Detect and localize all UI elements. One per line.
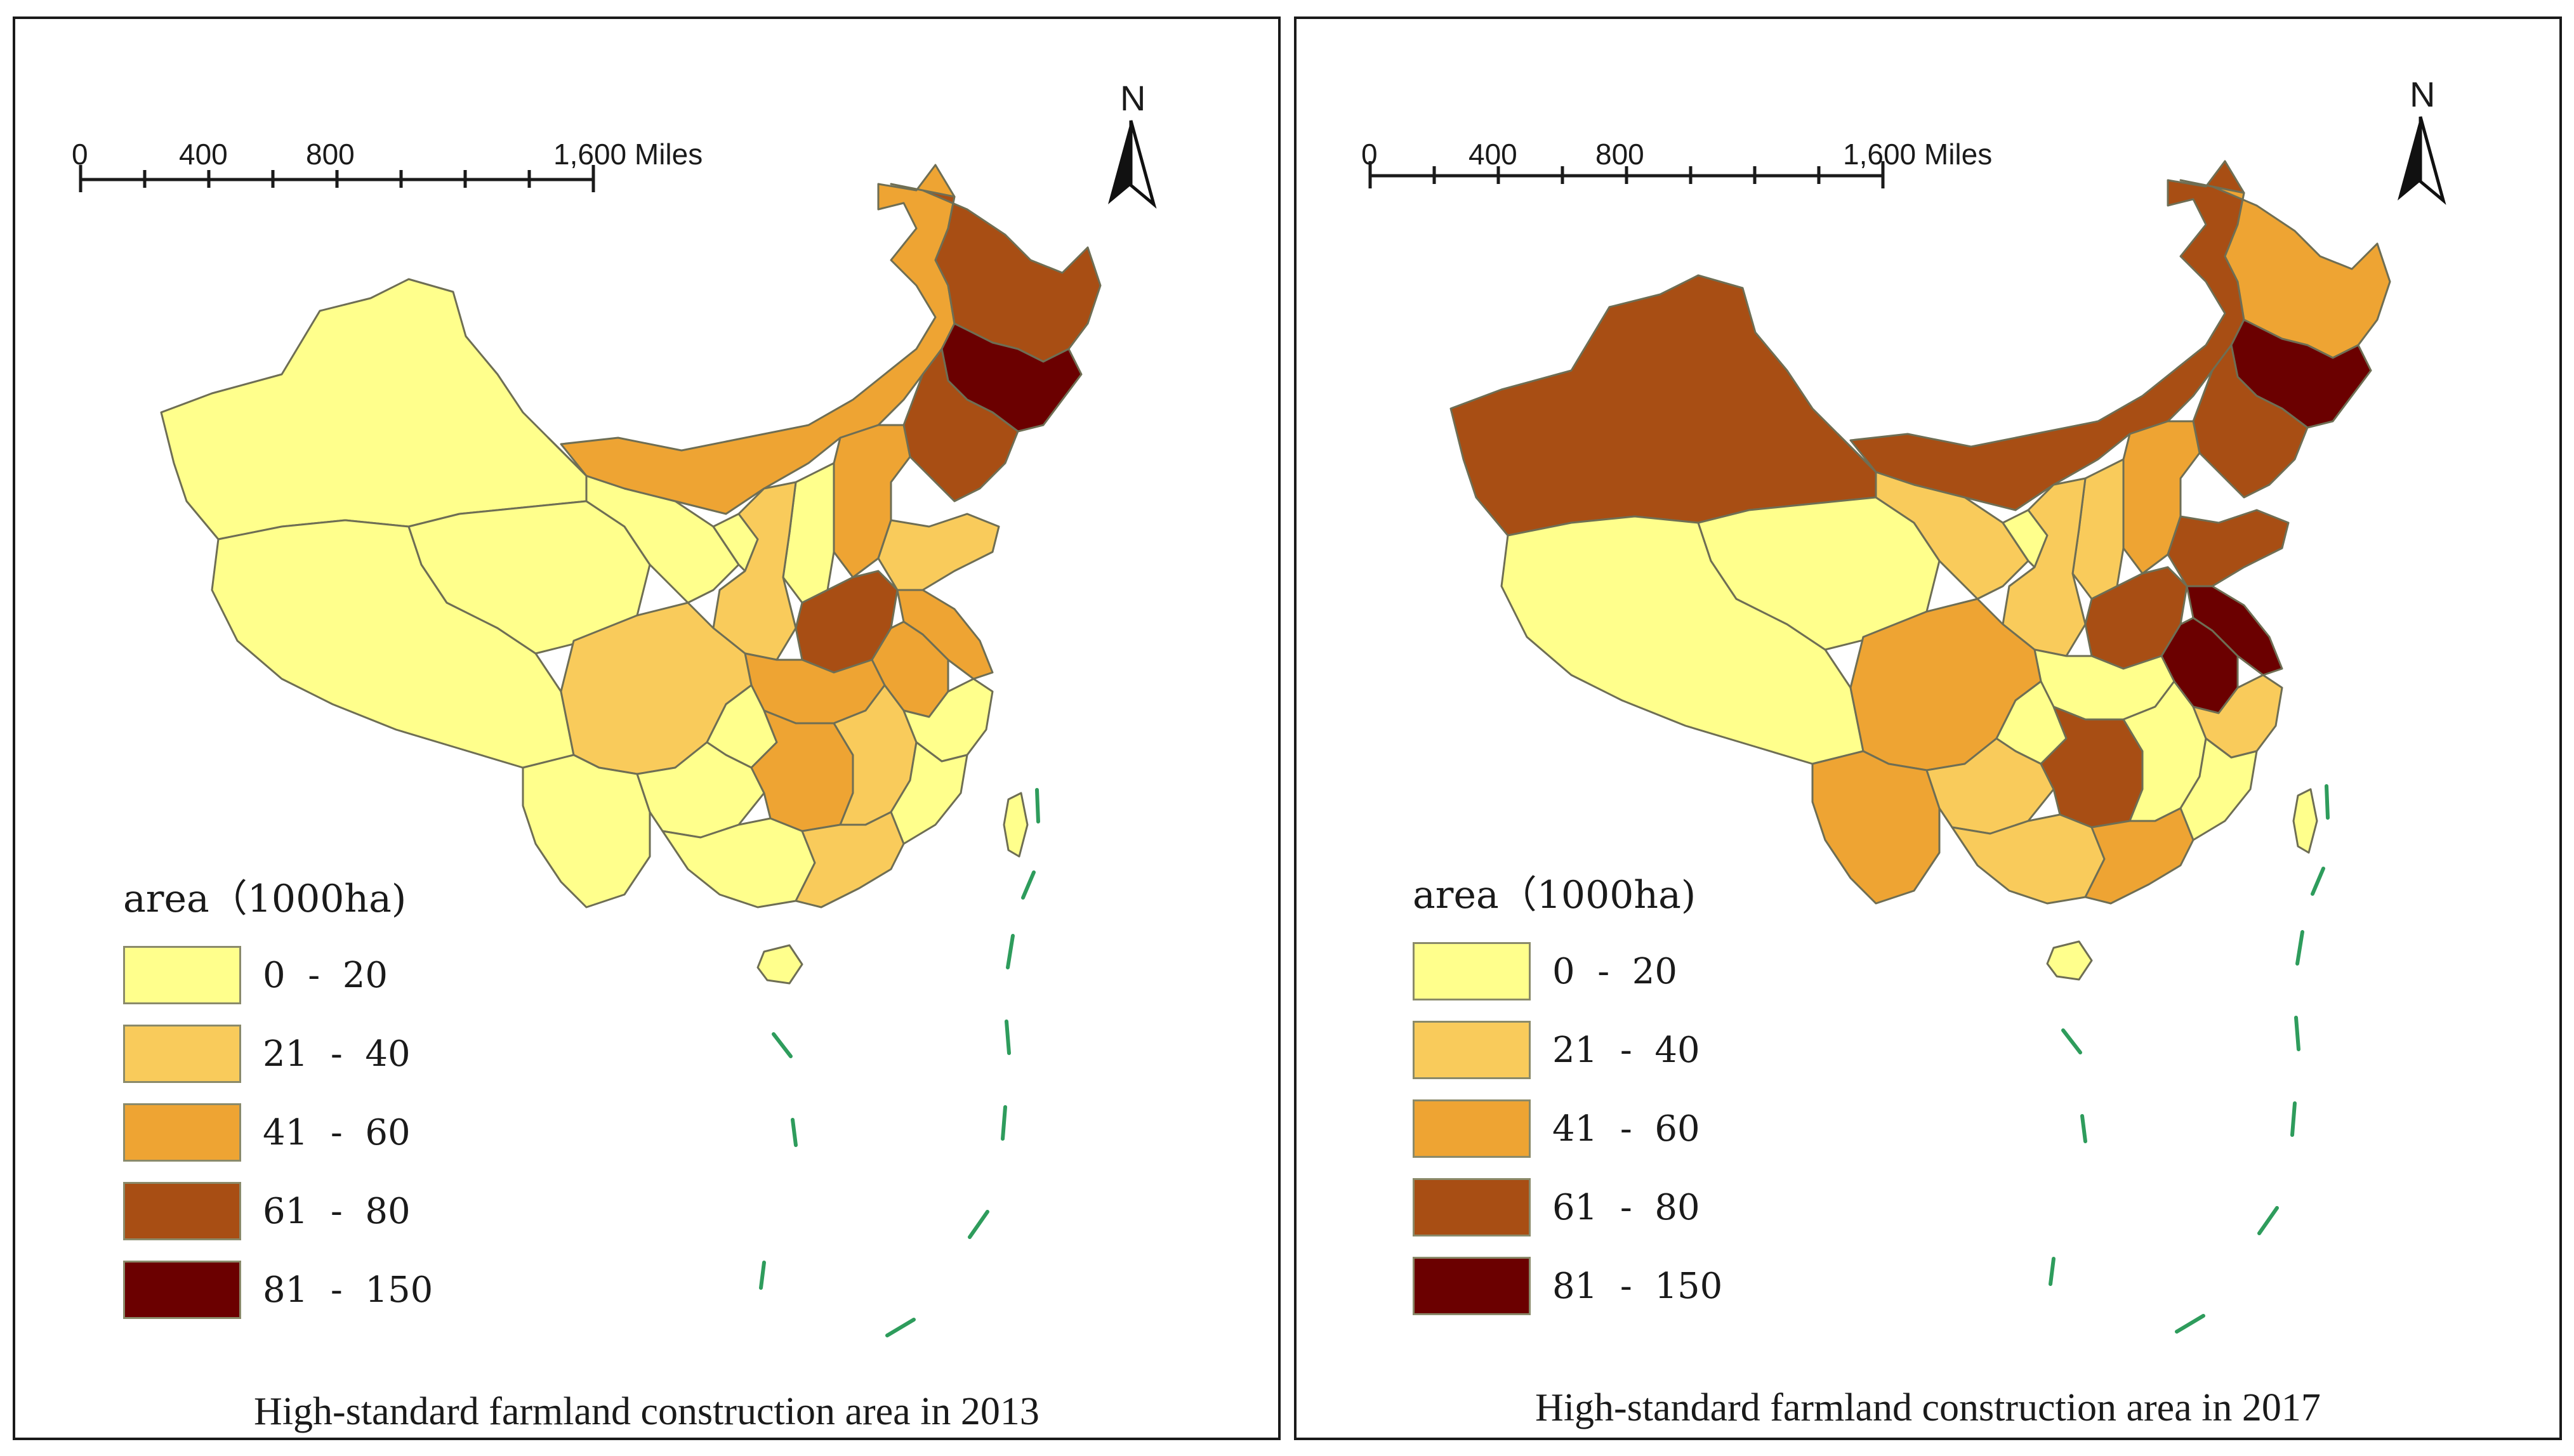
legend-swatch-2 (1413, 1099, 1531, 1158)
region-zhejiang (2192, 674, 2283, 759)
map-panel-2017: 0 400 800 1,600 Miles N area（1000ha) 0 -… (1294, 16, 2562, 1440)
scale-label-400: 400 (179, 138, 228, 171)
scale-label-800: 800 (1595, 138, 1644, 171)
north-arrow-icon (1108, 120, 1157, 209)
map-caption: High-standard farmland construction area… (254, 1390, 1040, 1433)
scale-label-0: 0 (1361, 138, 1378, 171)
south-china-sea-boundary (759, 788, 1040, 1337)
region-fujian (2179, 737, 2258, 841)
region-guangdong (2084, 807, 2194, 905)
region-hainan (756, 944, 803, 985)
legend-title: area（1000ha) (1413, 873, 1696, 917)
region-fujian (890, 741, 968, 845)
region-shandong (877, 513, 1000, 591)
legend-item-3: 61 - 80 (123, 1181, 411, 1242)
legend-swatch-4 (1413, 1257, 1531, 1315)
legend-swatch-1 (123, 1025, 241, 1083)
legend-item-0: 0 - 20 (123, 945, 388, 1006)
scale-bar (1368, 161, 1885, 188)
scale-bar (79, 165, 595, 192)
legend-swatch-0 (1413, 942, 1531, 1000)
legend-label-3: 61 - 80 (263, 1190, 411, 1232)
legend-item-2: 41 - 60 (1413, 1098, 1700, 1159)
region-shandong (2167, 509, 2290, 587)
legend-item-0: 0 - 20 (1413, 941, 1677, 1002)
legend-item-2: 41 - 60 (123, 1102, 411, 1163)
north-label: N (1120, 78, 1146, 118)
legend-label-4: 81 - 150 (1552, 1265, 1723, 1307)
south-china-sea-boundary (2049, 784, 2330, 1334)
region-taiwan (1003, 792, 1029, 858)
legend-swatch-4 (123, 1261, 241, 1319)
legend-label-0: 0 - 20 (1552, 950, 1678, 992)
region-inner-mongolia (560, 164, 956, 515)
scale-label-0: 0 (72, 138, 88, 171)
legend-swatch-3 (123, 1182, 241, 1240)
region-xinjiang (1449, 274, 1877, 537)
north-arrow-icon (2398, 116, 2446, 206)
region-xinjiang (160, 278, 588, 541)
map-caption: High-standard farmland construction area… (1535, 1386, 2321, 1429)
scale-label-800: 800 (306, 138, 355, 171)
region-taiwan (2292, 788, 2318, 854)
map-canvas-2017 (1368, 116, 2446, 1334)
china-map-2013 (160, 164, 1102, 985)
legend-label-1: 21 - 40 (1552, 1029, 1700, 1071)
legend-item-1: 21 - 40 (1413, 1020, 1700, 1080)
legend-label-1: 21 - 40 (263, 1033, 411, 1075)
legend-item-4: 81 - 150 (123, 1259, 433, 1320)
legend-label-3: 61 - 80 (1552, 1186, 1700, 1228)
scale-label-400: 400 (1468, 138, 1517, 171)
china-map-2017 (1449, 160, 2391, 981)
map-panel-2013: 0 400 800 1,600 Miles N area（1000ha) 0 -… (13, 16, 1281, 1440)
legend-swatch-1 (1413, 1021, 1531, 1079)
region-guangdong (795, 811, 905, 908)
legend-label-2: 41 - 60 (263, 1112, 411, 1153)
map-canvas-2013 (79, 120, 1157, 1337)
scale-label-1600-miles: 1,600 Miles (553, 138, 703, 171)
region-zhejiang (902, 678, 994, 763)
legend-swatch-2 (123, 1103, 241, 1162)
legend-item-1: 21 - 40 (123, 1023, 411, 1084)
legend-swatch-3 (1413, 1178, 1531, 1236)
legend-title: area（1000ha) (123, 877, 407, 921)
region-yunnan (1811, 750, 1941, 905)
region-hainan (2046, 940, 2093, 981)
legend-label-4: 81 - 150 (263, 1269, 433, 1311)
region-inner-mongolia (1849, 160, 2245, 511)
legend-item-4: 81 - 150 (1413, 1256, 1722, 1316)
legend-swatch-0 (123, 946, 241, 1004)
scale-label-1600-miles: 1,600 Miles (1843, 138, 1993, 171)
north-label: N (2410, 74, 2436, 114)
legend-label-0: 0 - 20 (263, 954, 388, 996)
region-yunnan (522, 754, 651, 908)
legend-label-2: 41 - 60 (1552, 1108, 1700, 1150)
legend-item-3: 61 - 80 (1413, 1177, 1700, 1238)
